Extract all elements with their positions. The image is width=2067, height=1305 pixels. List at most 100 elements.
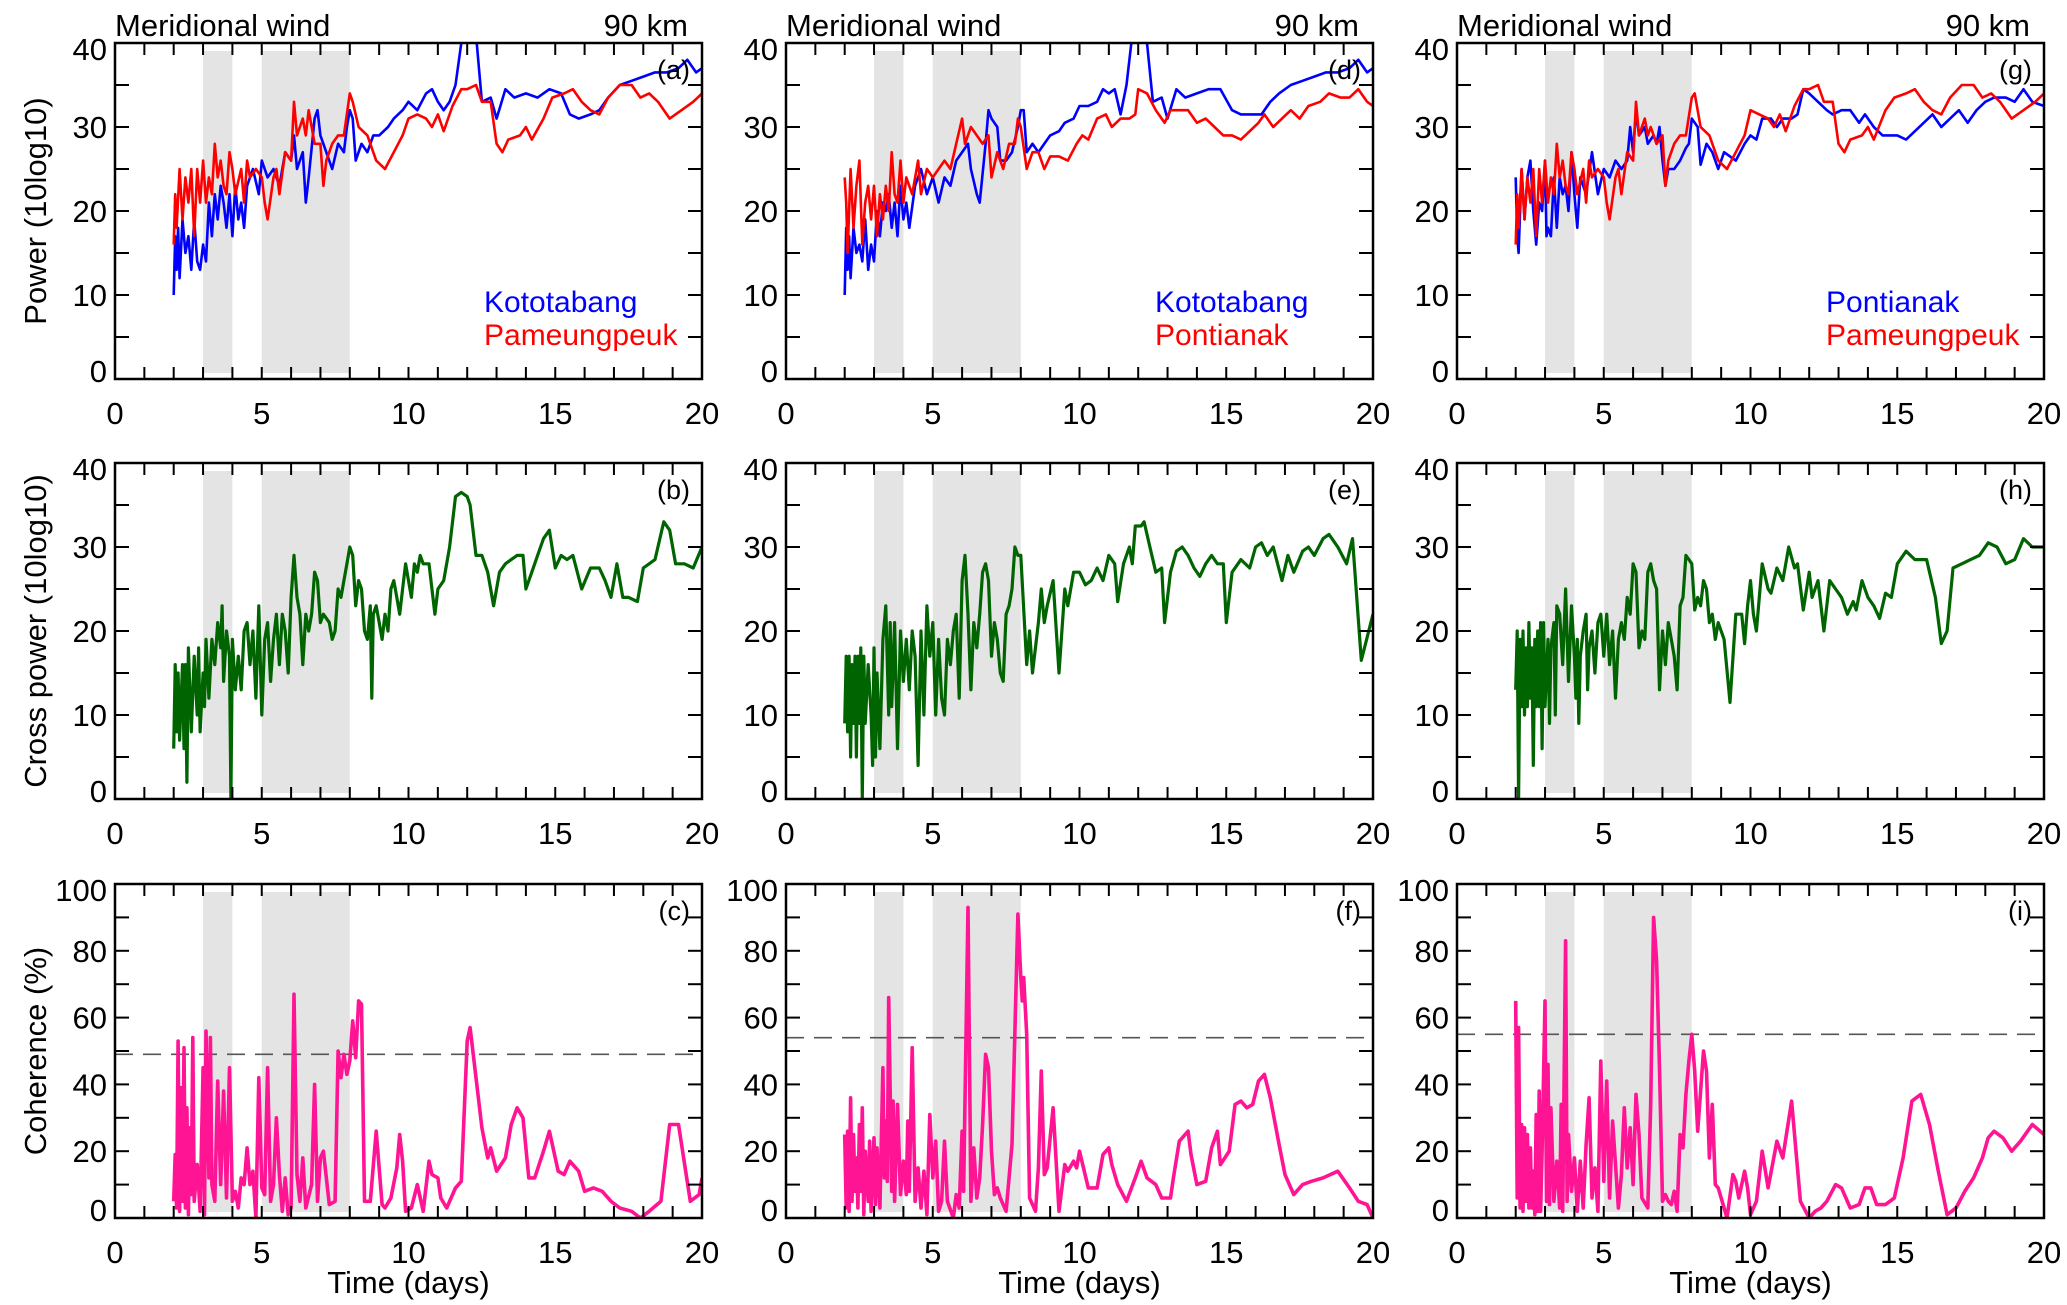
panel-letter-label: (a) [657, 55, 690, 85]
series-line-pameungpeuk [1514, 83, 2044, 245]
y-tick-label: 20 [1415, 194, 1449, 229]
x-tick-label: 20 [1356, 1235, 1390, 1270]
x-tick-label: 15 [1880, 1235, 1914, 1270]
x-tick-label: 5 [1595, 1235, 1612, 1270]
series-line-pameungpeuk [172, 83, 702, 245]
y-tick-label: 30 [73, 110, 107, 145]
shaded-interval [1545, 51, 1575, 373]
x-tick-label: 5 [924, 396, 941, 431]
x-tick-label: 0 [1448, 1235, 1465, 1270]
x-tick-label: 15 [538, 1235, 572, 1270]
x-tick-label: 10 [1062, 396, 1096, 431]
legend-entry: Kototabang [484, 286, 637, 319]
shaded-interval [932, 51, 1021, 373]
x-tick-label: 0 [1448, 816, 1465, 851]
panel-letter-label: (i) [2008, 896, 2032, 926]
legend-entry: Kototabang [1155, 286, 1308, 319]
x-tick-label: 15 [1209, 396, 1243, 431]
x-tick-label: 0 [777, 396, 794, 431]
y-tick-label: 40 [73, 452, 107, 487]
y-tick-label: 80 [73, 934, 107, 969]
x-tick-label: 0 [1448, 396, 1465, 431]
x-tick-label: 5 [1595, 396, 1612, 431]
panel-i: 0 5 10 15 20 0 20 40 60 80 100 (i) Time (days) [1397, 873, 2061, 1300]
x-tick-label: 20 [685, 1235, 719, 1270]
legend-entry: Pontianak [1155, 319, 1289, 352]
y-tick-label: 20 [1415, 1134, 1449, 1169]
y-tick-label: 20 [73, 614, 107, 649]
x-tick-label: 10 [1733, 816, 1767, 851]
x-tick-label: 5 [253, 1235, 270, 1270]
x-axis-title: Time (days) [327, 1265, 489, 1300]
y-tick-label: 0 [761, 354, 778, 389]
y-tick-label: 60 [744, 1001, 778, 1036]
y-tick-label: 10 [1415, 698, 1449, 733]
column-title: Meridional wind [786, 8, 1001, 43]
y-tick-label: 40 [1415, 1067, 1449, 1102]
x-tick-label: 10 [391, 816, 425, 851]
legend-entry: Pameungpeuk [484, 319, 678, 352]
series-line-cross-power [172, 490, 702, 799]
y-tick-label: 60 [73, 1001, 107, 1036]
shaded-interval [932, 892, 1021, 1212]
x-tick-label: 5 [924, 1235, 941, 1270]
x-tick-label: 20 [685, 396, 719, 431]
series-line-kototabang [172, 43, 702, 296]
x-tick-label: 20 [2027, 1235, 2061, 1270]
y-tick-label: 0 [90, 1193, 107, 1228]
x-tick-label: 10 [1733, 1235, 1767, 1270]
x-tick-label: 15 [538, 396, 572, 431]
x-axis-title: Time (days) [998, 1265, 1160, 1300]
y-tick-label: 20 [744, 194, 778, 229]
panel-letter-label: (e) [1328, 475, 1361, 505]
series-line-coherence [171, 992, 702, 1218]
y-tick-label: 80 [744, 934, 778, 969]
y-axis-title: Power (10log10) [18, 97, 53, 324]
panel-letter-label: (g) [1999, 55, 2032, 85]
y-tick-label: 0 [761, 774, 778, 809]
y-tick-label: 100 [55, 873, 107, 908]
y-tick-label: 40 [744, 32, 778, 67]
y-tick-label: 0 [1432, 354, 1449, 389]
y-tick-label: 0 [1432, 774, 1449, 809]
x-tick-label: 0 [777, 816, 794, 851]
panel-f: 0 5 10 15 20 0 20 40 60 80 100 (f) Time (days) [726, 873, 1390, 1300]
x-tick-label: 10 [1062, 816, 1096, 851]
x-tick-label: 20 [2027, 396, 2061, 431]
x-tick-label: 15 [1209, 816, 1243, 851]
x-tick-label: 20 [1356, 816, 1390, 851]
y-tick-label: 40 [73, 1067, 107, 1102]
y-axis-title: Cross power (10log10) [18, 474, 53, 788]
y-tick-label: 30 [744, 530, 778, 565]
series-line-cross-power [1514, 537, 2044, 799]
altitude-label: 90 km [1946, 8, 2030, 43]
altitude-label: 90 km [604, 8, 688, 43]
x-tick-label: 20 [2027, 816, 2061, 851]
y-tick-label: 40 [1415, 452, 1449, 487]
y-tick-label: 30 [744, 110, 778, 145]
series-line-kototabang [843, 43, 1373, 296]
panel-e: 0 5 10 15 20 0 10 20 30 40 (e) [744, 452, 1391, 851]
y-tick-label: 30 [73, 530, 107, 565]
shaded-interval [1603, 51, 1692, 373]
panel-h: 0 5 10 15 20 0 10 20 30 40 (h) [1415, 452, 2062, 851]
x-tick-label: 15 [1880, 816, 1914, 851]
panel-letter-label: (f) [1336, 896, 1361, 926]
x-axis-title: Time (days) [1669, 1265, 1831, 1300]
y-tick-label: 40 [744, 1067, 778, 1102]
x-tick-label: 10 [1733, 396, 1767, 431]
y-tick-label: 40 [1415, 32, 1449, 67]
x-tick-label: 5 [253, 816, 270, 851]
panel-c: 0 5 10 15 20 0 20 40 60 80 100 (c) Coherence (%) Time… [18, 873, 719, 1300]
column-title: Meridional wind [1457, 8, 1672, 43]
y-tick-label: 10 [73, 278, 107, 313]
x-tick-label: 5 [1595, 816, 1612, 851]
x-tick-label: 0 [106, 816, 123, 851]
column-title: Meridional wind [115, 8, 330, 43]
y-axis-title: Coherence (%) [18, 947, 53, 1155]
x-tick-label: 5 [924, 816, 941, 851]
y-tick-label: 30 [1415, 110, 1449, 145]
series-line-pontianak [843, 87, 1373, 255]
